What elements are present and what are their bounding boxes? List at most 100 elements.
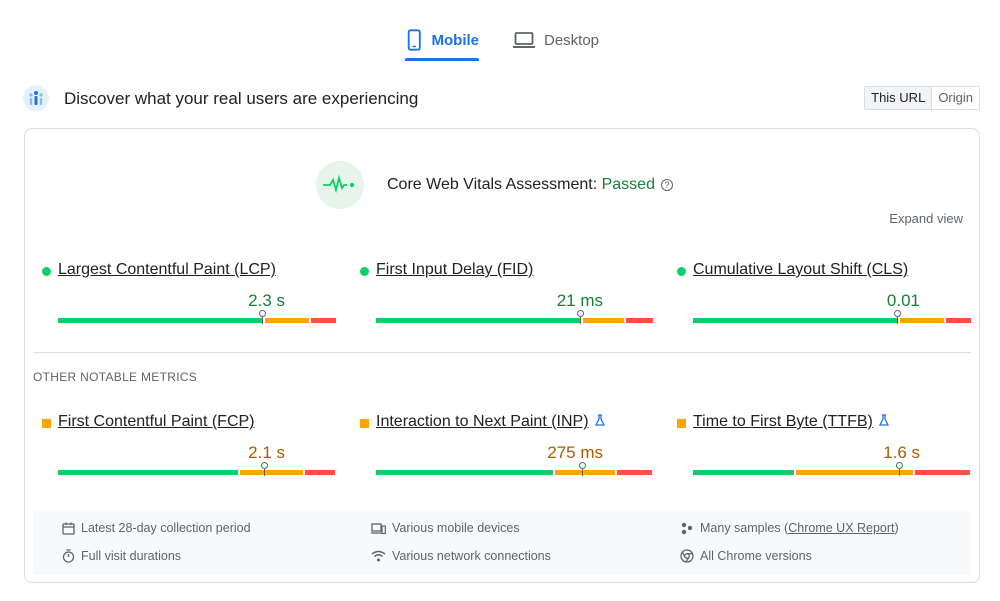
bar-good <box>58 470 238 475</box>
bar-ni <box>265 318 309 323</box>
footer-text: All Chrome versions <box>700 549 812 563</box>
footer-text: Various mobile devices <box>392 521 520 535</box>
people-icon <box>681 522 693 534</box>
metric-value-fcp: 2.1 s <box>248 443 285 462</box>
cwv-status: Passed <box>601 176 655 193</box>
needs-improvement-square <box>42 419 51 428</box>
footer-item-period: Latest 28-day collection period <box>62 521 251 535</box>
collection-details: Latest 28-day collection period Various … <box>33 511 971 575</box>
metric-name-ttfb-text[interactable]: Time to First Byte (TTFB) <box>693 413 873 430</box>
metric-name-inp[interactable]: Interaction to Next Paint (INP) <box>376 413 605 431</box>
distribution-bar <box>693 470 970 475</box>
bar-good <box>376 470 553 475</box>
metric-fcp: First Contentful Paint (FCP) 2.1 s <box>42 412 335 482</box>
tab-desktop[interactable]: Desktop <box>512 20 604 60</box>
cwv-assessment-label: Core Web Vitals Assessment: <box>387 176 602 193</box>
footer-text: Latest 28-day collection period <box>81 521 251 535</box>
bar-ni <box>555 470 615 475</box>
p75-marker <box>261 462 270 476</box>
footer-item-samples: Many samples (Chrome UX Report) <box>680 521 899 535</box>
good-status-dot <box>42 267 51 276</box>
signal-icon <box>371 550 386 562</box>
footer-item-durations: Full visit durations <box>62 549 181 563</box>
section-divider <box>33 352 971 353</box>
distribution-bar <box>58 318 336 323</box>
metric-inp: Interaction to Next Paint (INP) 275 ms <box>360 412 652 482</box>
distribution-bar <box>376 470 652 475</box>
bar-good <box>58 318 263 323</box>
footer-text-suffix: ) <box>894 521 899 535</box>
p75-marker <box>577 310 586 324</box>
metric-value-ttfb: 1.6 s <box>883 443 920 462</box>
origin-button[interactable]: Origin <box>932 87 979 109</box>
expand-view-button[interactable]: Expand view <box>889 211 963 226</box>
timer-icon <box>62 549 75 563</box>
metric-name-fcp[interactable]: First Contentful Paint (FCP) <box>58 413 255 430</box>
metric-value-inp: 275 ms <box>547 443 603 462</box>
cwv-assessment: Core Web Vitals Assessment: Passed? <box>387 176 673 194</box>
this-url-button[interactable]: This URL <box>865 87 933 109</box>
needs-improvement-square <box>360 419 369 428</box>
bar-ni <box>900 318 944 323</box>
devices-icon <box>371 522 386 534</box>
metric-lcp: Largest Contentful Paint (LCP) 2.3 s <box>42 260 336 330</box>
footer-item-devices: Various mobile devices <box>371 521 520 535</box>
bar-good <box>693 470 794 475</box>
bar-good <box>376 318 581 323</box>
p75-marker <box>894 310 903 324</box>
bar-poor <box>626 318 653 323</box>
footer-text: Full visit durations <box>81 549 182 563</box>
metric-value-cls: 0.01 <box>886 291 920 310</box>
distribution-bar <box>693 318 971 323</box>
url-origin-toggle: This URL Origin <box>864 86 980 110</box>
metric-name-cls[interactable]: Cumulative Layout Shift (CLS) <box>693 261 909 278</box>
other-metrics-heading: OTHER NOTABLE METRICS <box>33 370 198 384</box>
vitals-pulse-icon <box>316 161 364 209</box>
tab-desktop-label: Desktop <box>544 31 600 49</box>
good-status-dot <box>360 267 369 276</box>
cwv-card: Core Web Vitals Assessment: Passed? Expa… <box>24 128 980 583</box>
metric-cls: Cumulative Layout Shift (CLS) 0.01 <box>677 260 971 330</box>
bar-good <box>693 318 898 323</box>
bar-poor <box>915 470 970 475</box>
device-tabs: Mobile Desktop <box>0 20 1000 62</box>
metric-value-fid: 21 ms <box>556 291 603 310</box>
p75-marker <box>896 462 905 476</box>
flask-icon <box>878 414 889 429</box>
help-icon[interactable]: ? <box>660 179 673 191</box>
bar-poor <box>305 470 335 475</box>
flask-icon <box>594 414 605 429</box>
distribution-bar <box>376 318 653 323</box>
footer-item-network: Various network connections <box>371 549 551 563</box>
bar-poor <box>946 318 971 323</box>
footer-text: Various network connections <box>392 549 551 563</box>
tab-mobile[interactable]: Mobile <box>405 20 480 61</box>
metric-value-lcp: 2.3 s <box>248 291 285 310</box>
chrome-icon <box>680 549 694 563</box>
metric-ttfb: Time to First Byte (TTFB) 1.6 s <box>677 412 970 482</box>
footer-text: Many samples ( <box>700 521 789 535</box>
bar-ni <box>240 470 303 475</box>
chrome-ux-report-link[interactable]: Chrome UX Report <box>788 521 895 535</box>
metric-name-fid[interactable]: First Input Delay (FID) <box>376 261 534 278</box>
tab-mobile-label: Mobile <box>431 31 480 49</box>
section-title: Discover what your real users are experi… <box>64 89 419 108</box>
bar-ni <box>796 470 913 475</box>
needs-improvement-square <box>677 419 686 428</box>
metric-name-inp-text[interactable]: Interaction to Next Paint (INP) <box>376 413 589 430</box>
distribution-bar <box>58 470 335 475</box>
calendar-icon <box>62 522 75 535</box>
metric-fid: First Input Delay (FID) 21 ms <box>360 260 653 330</box>
footer-item-chrome: All Chrome versions <box>680 549 812 563</box>
p75-marker <box>579 462 588 476</box>
bar-poor <box>617 470 652 475</box>
laptop-icon <box>513 32 535 48</box>
good-status-dot <box>677 267 686 276</box>
metric-name-lcp[interactable]: Largest Contentful Paint (LCP) <box>58 261 276 278</box>
p75-marker <box>259 310 268 324</box>
smartphone-icon <box>407 29 421 51</box>
metric-name-ttfb[interactable]: Time to First Byte (TTFB) <box>693 413 889 431</box>
field-data-header: Discover what your real users are experi… <box>23 84 980 114</box>
crux-users-icon <box>23 85 49 111</box>
bar-poor <box>311 318 336 323</box>
